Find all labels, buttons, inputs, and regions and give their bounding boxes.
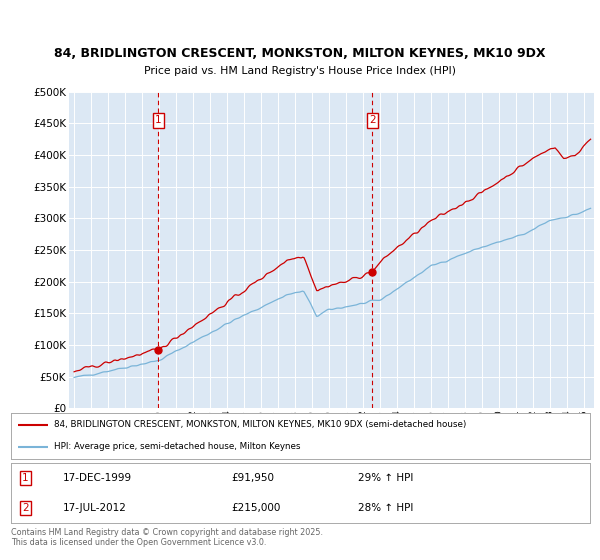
Text: 84, BRIDLINGTON CRESCENT, MONKSTON, MILTON KEYNES, MK10 9DX: 84, BRIDLINGTON CRESCENT, MONKSTON, MILT… (54, 47, 546, 60)
Text: Contains HM Land Registry data © Crown copyright and database right 2025.
This d: Contains HM Land Registry data © Crown c… (11, 528, 323, 548)
Text: 17-DEC-1999: 17-DEC-1999 (63, 473, 132, 483)
Text: 2: 2 (369, 115, 376, 125)
Text: 1: 1 (22, 473, 29, 483)
Text: £215,000: £215,000 (231, 503, 280, 513)
Text: 1: 1 (155, 115, 161, 125)
Text: 17-JUL-2012: 17-JUL-2012 (63, 503, 127, 513)
Text: 28% ↑ HPI: 28% ↑ HPI (358, 503, 413, 513)
Text: Price paid vs. HM Land Registry's House Price Index (HPI): Price paid vs. HM Land Registry's House … (144, 66, 456, 76)
Text: HPI: Average price, semi-detached house, Milton Keynes: HPI: Average price, semi-detached house,… (54, 442, 301, 451)
Text: £91,950: £91,950 (231, 473, 274, 483)
Text: 29% ↑ HPI: 29% ↑ HPI (358, 473, 413, 483)
Text: 84, BRIDLINGTON CRESCENT, MONKSTON, MILTON KEYNES, MK10 9DX (semi-detached house: 84, BRIDLINGTON CRESCENT, MONKSTON, MILT… (54, 420, 467, 429)
Text: 2: 2 (22, 503, 29, 513)
